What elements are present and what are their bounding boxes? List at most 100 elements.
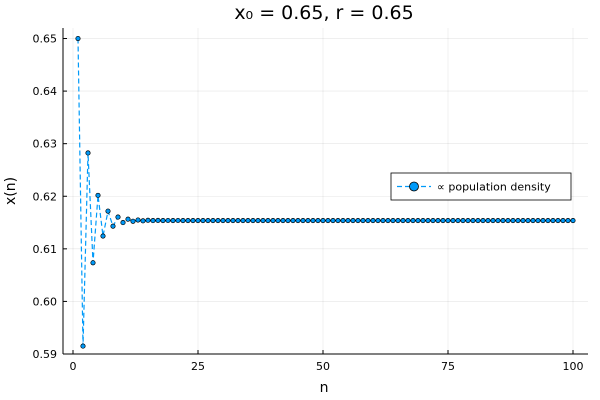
data-point <box>250 218 256 224</box>
data-point <box>245 218 251 224</box>
data-point <box>240 218 246 224</box>
data-point <box>385 218 391 224</box>
data-point <box>180 218 186 224</box>
data-point <box>325 218 331 224</box>
x-tick-label: 100 <box>563 360 584 373</box>
data-point <box>115 214 121 220</box>
data-point <box>175 217 181 224</box>
data-point <box>390 218 396 224</box>
data-point <box>170 218 176 224</box>
data-point <box>225 218 231 224</box>
data-point <box>280 218 286 224</box>
y-tick-label: 0.65 <box>33 33 58 46</box>
data-point <box>400 218 406 224</box>
y-tick-label: 0.63 <box>33 138 58 151</box>
data-point <box>365 218 371 224</box>
data-point <box>370 218 376 224</box>
data-point <box>100 233 106 239</box>
data-point <box>485 218 491 224</box>
y-tick-label: 0.64 <box>33 85 58 98</box>
legend: ∝ population density <box>390 172 572 201</box>
data-point <box>345 218 351 224</box>
x-tick-label: 50 <box>316 360 330 373</box>
data-point <box>410 218 416 224</box>
data-point <box>465 218 471 224</box>
data-point <box>480 218 486 224</box>
y-axis-title: x(n) <box>3 177 19 205</box>
data-point <box>510 218 516 224</box>
data-point <box>495 218 501 224</box>
data-point <box>255 218 261 224</box>
data-point <box>520 218 526 224</box>
chart-title: x₀ = 0.65, r = 0.65 <box>234 2 413 24</box>
data-point <box>475 218 481 224</box>
data-point <box>555 218 561 224</box>
data-point <box>550 218 556 224</box>
data-point <box>145 217 151 223</box>
data-point <box>265 218 271 224</box>
data-point <box>105 208 111 214</box>
y-tick-label: 0.60 <box>33 295 58 308</box>
y-tick-label: 0.61 <box>33 243 58 256</box>
legend-marker-swatch <box>409 181 419 192</box>
data-point <box>445 218 451 224</box>
data-point <box>235 218 241 224</box>
data-point <box>375 218 381 224</box>
data-point <box>420 218 426 224</box>
data-point <box>125 216 131 222</box>
data-point <box>215 218 221 224</box>
x-tick-label: 25 <box>191 360 205 373</box>
data-point <box>440 218 446 224</box>
data-point <box>330 218 336 224</box>
data-point <box>500 218 506 224</box>
data-point <box>395 218 401 224</box>
data-point <box>515 218 521 224</box>
data-point <box>450 218 456 224</box>
data-point <box>285 218 291 224</box>
data-point <box>200 218 206 224</box>
data-point <box>230 218 236 224</box>
y-tick-label: 0.59 <box>33 348 58 361</box>
data-point <box>340 218 346 224</box>
data-point <box>185 218 191 224</box>
data-point <box>290 218 296 224</box>
data-point <box>380 218 386 224</box>
data-point <box>415 218 421 224</box>
data-point <box>570 218 576 224</box>
data-point <box>95 192 101 198</box>
data-point <box>320 218 326 224</box>
data-point <box>150 218 156 224</box>
data-point <box>75 35 81 42</box>
data-point <box>315 218 321 224</box>
data-point <box>90 260 96 266</box>
data-point <box>405 218 411 224</box>
x-tick-label: 75 <box>441 360 455 373</box>
data-point <box>540 218 546 224</box>
data-point <box>335 218 341 224</box>
data-point <box>355 218 361 224</box>
data-point <box>525 218 531 224</box>
data-point <box>275 218 281 224</box>
data-point <box>140 218 146 224</box>
data-point <box>80 343 86 349</box>
data-point <box>260 218 266 224</box>
data-point <box>165 217 171 224</box>
data-point <box>490 218 496 224</box>
data-point <box>85 150 91 156</box>
x-tick-label: 0 <box>70 360 77 373</box>
data-point <box>545 218 551 224</box>
ticks: 0 25 50 75 100 0.59 0.60 0.61 0.62 0.63 0.64 0.65 <box>33 33 584 373</box>
data-point <box>530 218 536 224</box>
y-tick-label: 0.62 <box>33 190 58 203</box>
data-point <box>535 218 541 224</box>
x-axis-title: n <box>320 380 329 396</box>
data-point <box>160 218 166 224</box>
data-point <box>130 218 136 224</box>
data-point <box>220 218 226 224</box>
data-point <box>460 218 466 224</box>
legend-label: ∝ population density <box>437 181 551 194</box>
data-point <box>300 218 306 224</box>
data-point <box>425 218 431 224</box>
data-point <box>560 218 566 224</box>
